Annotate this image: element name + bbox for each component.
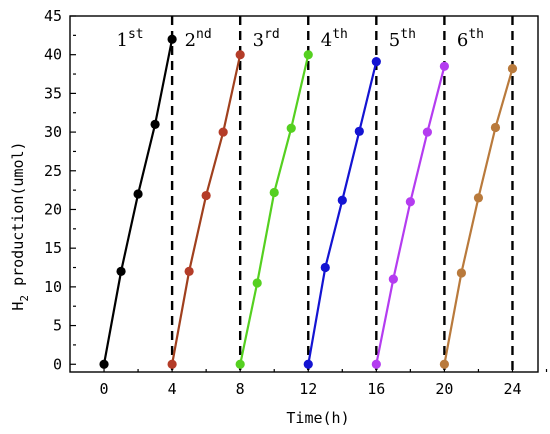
cycle-label-2: 2nd: [185, 27, 212, 51]
series-line-4: [307, 61, 378, 365]
y-tick-label: 25: [44, 162, 62, 180]
data-point: [490, 122, 501, 133]
data-point: [354, 126, 364, 136]
data-point: [99, 359, 109, 369]
cycle-label-3: 3rd: [253, 27, 280, 51]
data-point: [150, 119, 160, 129]
data-point: [422, 127, 432, 137]
data-point: [218, 127, 228, 137]
x-tick-label: 4: [168, 380, 177, 398]
y-tick-label: 15: [44, 239, 62, 257]
cycle-label-6: 6th: [457, 27, 484, 51]
cycle-number: 4: [321, 30, 332, 51]
data-point: [405, 197, 415, 207]
cycle-suffix: st: [128, 27, 144, 42]
y-axis-title-rest: production(umol): [9, 141, 27, 295]
y-tick-label: 20: [44, 200, 62, 218]
y-tick-label: 0: [53, 355, 62, 373]
y-tick-label: 35: [44, 84, 62, 102]
data-point: [269, 187, 279, 198]
cycle-suffix: th: [332, 27, 348, 42]
data-point: [303, 50, 313, 60]
cycle-suffix: th: [400, 27, 416, 42]
data-point: [337, 195, 347, 205]
data-point: [201, 190, 211, 201]
y-tick-label: 5: [53, 317, 62, 335]
y-axis-title: H2 production(umol): [9, 141, 31, 310]
x-tick-label: 0: [100, 380, 109, 398]
x-tick-label: 24: [503, 380, 521, 398]
data-point: [371, 57, 381, 67]
y-tick-label: 45: [44, 7, 62, 25]
cycle-number: 1: [117, 30, 128, 51]
data-point: [235, 359, 245, 369]
data-point: [320, 262, 330, 273]
data-point: [252, 278, 262, 288]
cycle-number: 6: [457, 30, 468, 51]
y-axis-title-subscript: 2: [18, 295, 31, 302]
data-point: [184, 266, 194, 276]
x-tick-label: 12: [299, 380, 317, 398]
series-line-3: [239, 54, 310, 365]
series-line-5: [375, 66, 446, 365]
series-line-6: [443, 68, 514, 365]
cycle-label-5: 5th: [389, 27, 416, 51]
x-tick-label: 8: [236, 380, 245, 398]
data-point: [371, 359, 381, 369]
cycle-suffix: rd: [264, 27, 280, 42]
cycle-suffix: nd: [196, 27, 212, 42]
series-line-1: [102, 38, 174, 365]
y-axis-title-main: H: [9, 302, 27, 311]
cycle-number: 2: [185, 30, 196, 51]
cycle-number: 5: [389, 30, 400, 51]
y-tick-label: 30: [44, 123, 62, 141]
data-point: [116, 266, 126, 276]
data-point: [167, 34, 177, 44]
cycle-number: 3: [253, 30, 264, 51]
data-point: [439, 61, 449, 71]
x-tick-label: 20: [435, 380, 453, 398]
x-axis-title: Time(h): [286, 409, 349, 427]
data-point: [456, 268, 467, 278]
data-point: [507, 64, 518, 74]
data-point: [473, 193, 484, 203]
cycle-label-1: 1st: [117, 27, 144, 51]
y-tick-label: 10: [44, 278, 62, 296]
cycle-suffix: th: [468, 27, 484, 42]
data-point: [388, 274, 398, 284]
x-tick-label: 16: [367, 380, 385, 398]
data-point: [167, 359, 177, 369]
data-point: [235, 50, 245, 60]
cycle-label-4: 4th: [321, 27, 348, 51]
data-point: [439, 359, 449, 369]
data-point: [303, 359, 313, 369]
data-point: [133, 189, 143, 199]
data-point: [286, 123, 296, 133]
plot-frame: [69, 15, 539, 373]
y-tick-label: 40: [44, 46, 62, 64]
series-line-2: [171, 54, 242, 365]
